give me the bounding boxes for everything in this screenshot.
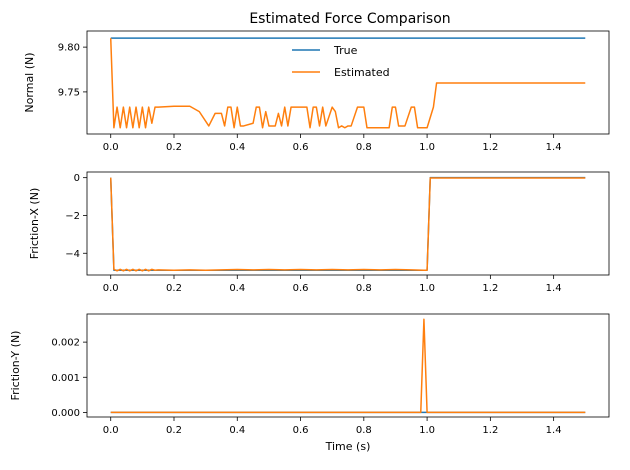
x-tick-label: 0.8 bbox=[356, 283, 372, 294]
x-tick-label: 1.2 bbox=[482, 142, 498, 153]
x-tick-label: 0.4 bbox=[229, 283, 245, 294]
axes-frame bbox=[86, 171, 610, 276]
y-tick-label: 0.002 bbox=[51, 338, 80, 349]
axes-root: 0.0 0.2 0.4 0.6 0.8 1.0 1.2 1.4 9.75 9.80 Normal (… bbox=[9, 30, 610, 453]
x-tick-label: 0.8 bbox=[356, 142, 372, 153]
x-tick-label: 1.4 bbox=[546, 283, 562, 294]
y-tick-label: 0.001 bbox=[51, 373, 80, 384]
x-tick-label: 1.4 bbox=[546, 142, 562, 153]
x-tick-label: 1.4 bbox=[546, 425, 562, 436]
series-line-estimated bbox=[109, 177, 586, 272]
x-tick-label: 0.2 bbox=[166, 425, 182, 436]
subplot-1: 0.0 0.2 0.4 0.6 0.8 1.0 1.2 1.4 9.75 9.80 Normal (… bbox=[23, 30, 610, 153]
x-tick-label: 0.0 bbox=[103, 142, 119, 153]
legend-label-estimated: Estimated bbox=[334, 66, 390, 79]
y-tick-label: 0.000 bbox=[51, 408, 80, 419]
x-tick-label: 1.0 bbox=[419, 142, 435, 153]
y-axis-label: Friction-Y (N) bbox=[9, 331, 22, 401]
legend-label-true: True bbox=[333, 44, 358, 57]
x-tick-label: 0.0 bbox=[103, 283, 119, 294]
x-tick-label: 0.4 bbox=[229, 425, 245, 436]
y-tick-label: −4 bbox=[65, 249, 80, 260]
x-tick-label: 1.0 bbox=[419, 283, 435, 294]
x-axis-label: Time (s) bbox=[325, 440, 371, 453]
y-tick-label: 0 bbox=[74, 173, 80, 184]
axes-frame bbox=[86, 30, 610, 135]
x-tick-label: 0.6 bbox=[293, 283, 309, 294]
x-tick-label: 0.0 bbox=[103, 425, 119, 436]
x-tick-label: 0.2 bbox=[166, 142, 182, 153]
chart-title: Estimated Force Comparison bbox=[249, 11, 450, 27]
x-tick-label: 0.2 bbox=[166, 283, 182, 294]
y-axis-label: Normal (N) bbox=[23, 52, 36, 112]
x-tick-label: 1.0 bbox=[419, 425, 435, 436]
subplot-3: 0.0 0.2 0.4 0.6 0.8 1.0 1.2 1.4 0.000 0.001 0.002 F… bbox=[9, 313, 610, 453]
y-tick-label: 9.75 bbox=[58, 87, 80, 98]
x-tick-label: 0.4 bbox=[229, 142, 245, 153]
y-axis-label: Friction-X (N) bbox=[28, 188, 41, 260]
series-line-estimated bbox=[109, 38, 586, 129]
x-tick-label: 1.2 bbox=[482, 283, 498, 294]
x-tick-label: 0.6 bbox=[293, 142, 309, 153]
y-tick-label: −2 bbox=[65, 211, 80, 222]
x-tick-label: 0.6 bbox=[293, 425, 309, 436]
series-line-estimated bbox=[110, 318, 586, 414]
legend: True Estimated bbox=[292, 44, 390, 79]
x-tick-label: 0.8 bbox=[356, 425, 372, 436]
axes-frame bbox=[86, 313, 610, 418]
y-tick-label: 9.80 bbox=[58, 43, 80, 54]
x-tick-label: 1.2 bbox=[482, 425, 498, 436]
subplot-2: 0.0 0.2 0.4 0.6 0.8 1.0 1.2 1.4 −4 −2 0 Friction-X … bbox=[28, 171, 610, 294]
